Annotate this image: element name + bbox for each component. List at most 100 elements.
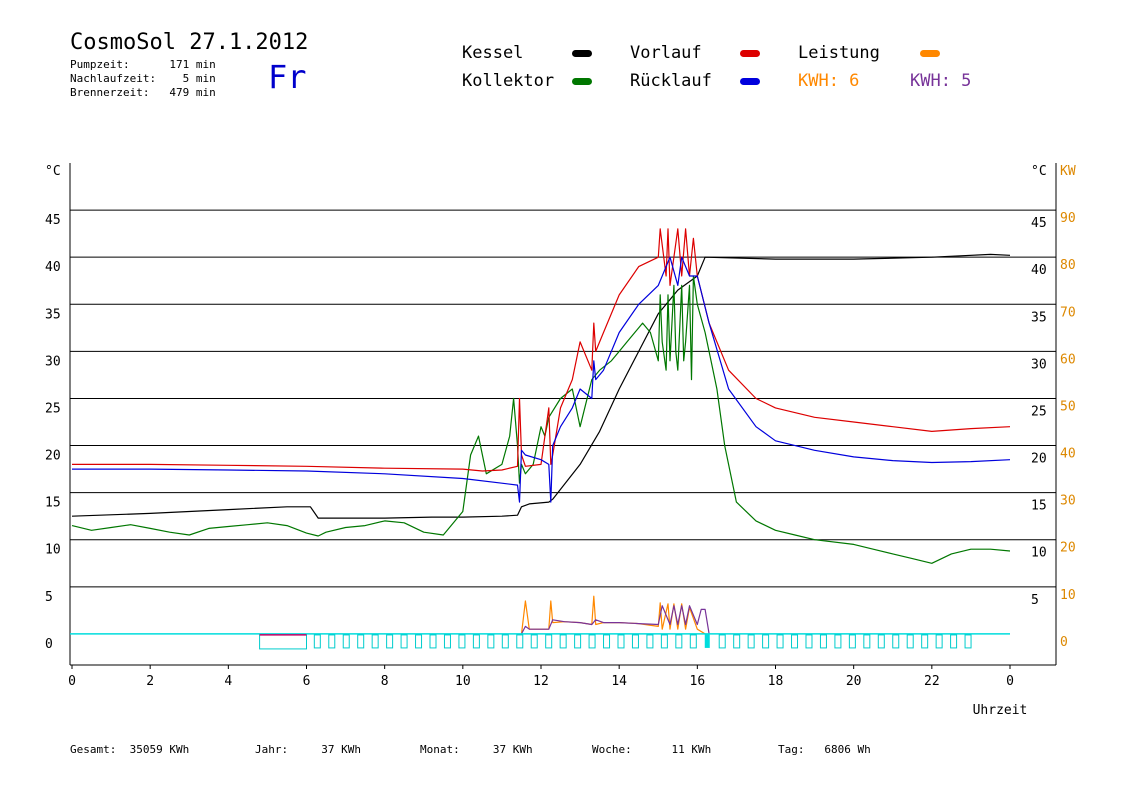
series-kollektor: [71, 275, 1011, 564]
burner-cycle: [675, 634, 683, 649]
burner-cycle: [631, 634, 639, 649]
burner-cycle: [646, 634, 654, 649]
y-tick-label: 20: [45, 449, 61, 464]
y-right-tick-label: 5: [1031, 593, 1039, 608]
burner-cycle: [906, 634, 914, 649]
kw-tick-label: 20: [1060, 541, 1076, 556]
pump-block: [259, 634, 308, 650]
burner-cycle: [747, 634, 755, 649]
burner-cycle: [429, 634, 437, 649]
burner-cycle: [892, 634, 900, 649]
legend-kollektor: Kollektor: [462, 71, 555, 91]
burner-cycle: [791, 634, 799, 649]
kw-tick-label: 30: [1060, 494, 1076, 509]
kw-tick-label: 70: [1060, 305, 1076, 320]
burner-cycle: [386, 634, 394, 649]
burner-cycle: [964, 634, 972, 649]
x-tick-label: 14: [611, 674, 627, 689]
kw-tick-label: 90: [1060, 211, 1076, 226]
kw-tick-label: 0: [1060, 635, 1068, 650]
burner-cycle: [530, 634, 538, 649]
burner-cycle: [848, 634, 856, 649]
burner-cycle: [342, 634, 350, 649]
burner-cycle: [313, 634, 321, 649]
y-tick-label: 35: [45, 307, 61, 322]
kw-tick-label: 10: [1060, 588, 1076, 603]
series-kessel: [71, 253, 1011, 519]
legend-kollektor-swatch: [572, 78, 592, 85]
y-tick-label: 15: [45, 496, 61, 511]
burner-cycle: [704, 633, 710, 648]
x-tick-label: 6: [303, 674, 311, 689]
burner-cycle: [501, 634, 509, 649]
y-tick-label: 5: [45, 590, 53, 605]
burner-cycle: [660, 634, 668, 649]
y-tick-label: 45: [45, 213, 61, 228]
burner-cycle: [603, 634, 611, 649]
y-right-tick-label: 30: [1031, 357, 1047, 372]
y-tick-label: 10: [45, 543, 61, 558]
y-right-tick-label: 25: [1031, 404, 1047, 419]
x-tick-label: 0: [68, 674, 76, 689]
y-tick-label: 25: [45, 401, 61, 416]
burner-cycle: [545, 634, 553, 649]
y-right-tick-label: 10: [1031, 546, 1047, 561]
x-axis-label: Uhrzeit: [973, 703, 1028, 718]
burner-cycle: [400, 634, 408, 649]
burner-cycle: [371, 634, 379, 649]
legend-leistung-swatch: [920, 50, 940, 57]
legend-ruecklauf-swatch: [740, 78, 760, 85]
kw-tick-label: 50: [1060, 399, 1076, 414]
burner-cycle: [689, 634, 697, 649]
legend-vorlauf-swatch: [740, 50, 760, 57]
burner-cycle: [443, 634, 451, 649]
y-tick-label: 40: [45, 260, 61, 275]
burner-cycle: [762, 634, 770, 649]
burner-cycle: [935, 634, 943, 649]
weekday: Fr: [268, 58, 307, 96]
burner-cycle: [472, 634, 480, 649]
series-leistung-2: [520, 605, 710, 635]
kwh-1: KWH: 6: [798, 71, 860, 91]
burner-cycle: [559, 634, 567, 649]
y-right-tick-label: 15: [1031, 499, 1047, 514]
x-tick-label: 22: [924, 674, 940, 689]
burner-cycle: [415, 634, 423, 649]
kw-tick-label: 60: [1060, 352, 1076, 367]
x-tick-label: 8: [381, 674, 389, 689]
x-tick-label: 12: [533, 674, 549, 689]
kw-axis-label: KW: [1060, 164, 1076, 179]
burner-cycle: [877, 634, 885, 649]
burner-cycle: [516, 634, 524, 649]
kw-tick-label: 80: [1060, 258, 1076, 273]
footer-tag: Tag: 6806 Wh: [778, 743, 871, 756]
burner-cycle: [328, 634, 336, 649]
legend-leistung: Leistung: [798, 43, 880, 63]
series-r-cklauf: [72, 256, 1011, 503]
legend-kessel: Kessel: [462, 43, 524, 63]
overrun-time: Nachlaufzeit: 5 min: [70, 72, 216, 85]
y-right-axis-label: °C: [1031, 164, 1047, 179]
x-tick-label: 10: [455, 674, 471, 689]
y-right-tick-label: 45: [1031, 216, 1047, 231]
x-tick-label: 20: [846, 674, 862, 689]
burner-cycle: [458, 634, 466, 649]
kw-tick-label: 40: [1060, 447, 1076, 462]
burner-cycle: [718, 634, 726, 649]
legend-ruecklauf: Rücklauf: [630, 71, 712, 91]
burner-cycle: [805, 634, 813, 649]
burner-time: Brennerzeit: 479 min: [70, 86, 216, 99]
burner-cycle: [574, 634, 582, 649]
kwh-2: KWH: 5: [910, 71, 972, 91]
y-tick-label: 30: [45, 354, 61, 369]
series-vorlauf: [72, 228, 1011, 472]
x-tick-label: 2: [146, 674, 154, 689]
burner-cycle: [950, 634, 958, 649]
page-title: CosmoSol 27.1.2012: [70, 30, 309, 55]
footer-woche: Woche: 11 KWh: [592, 743, 712, 756]
x-tick-label: 18: [768, 674, 784, 689]
x-tick-label: 16: [690, 674, 706, 689]
burner-cycle: [921, 634, 929, 649]
y-axis-label: °C: [45, 164, 61, 179]
burner-cycle: [357, 634, 365, 649]
